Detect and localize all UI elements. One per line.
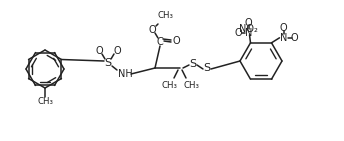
Text: O: O	[172, 36, 180, 46]
Text: O: O	[235, 28, 242, 38]
Text: NO₂: NO₂	[239, 24, 258, 34]
Text: O: O	[245, 18, 252, 28]
Text: CH₃: CH₃	[161, 81, 177, 91]
Text: S: S	[190, 59, 196, 69]
Text: CH₃: CH₃	[37, 97, 53, 106]
Text: CH₃: CH₃	[183, 81, 199, 91]
Text: O: O	[280, 23, 287, 33]
Text: N: N	[245, 28, 252, 38]
Text: O: O	[291, 33, 298, 43]
Text: N: N	[280, 33, 287, 43]
Text: O: O	[113, 46, 121, 56]
Text: O: O	[148, 25, 156, 35]
Text: C: C	[157, 37, 163, 47]
Text: O: O	[95, 46, 103, 56]
Text: S: S	[203, 63, 211, 73]
Text: S: S	[105, 58, 111, 68]
Text: NH: NH	[118, 69, 132, 79]
Text: CH₃: CH₃	[158, 12, 174, 20]
